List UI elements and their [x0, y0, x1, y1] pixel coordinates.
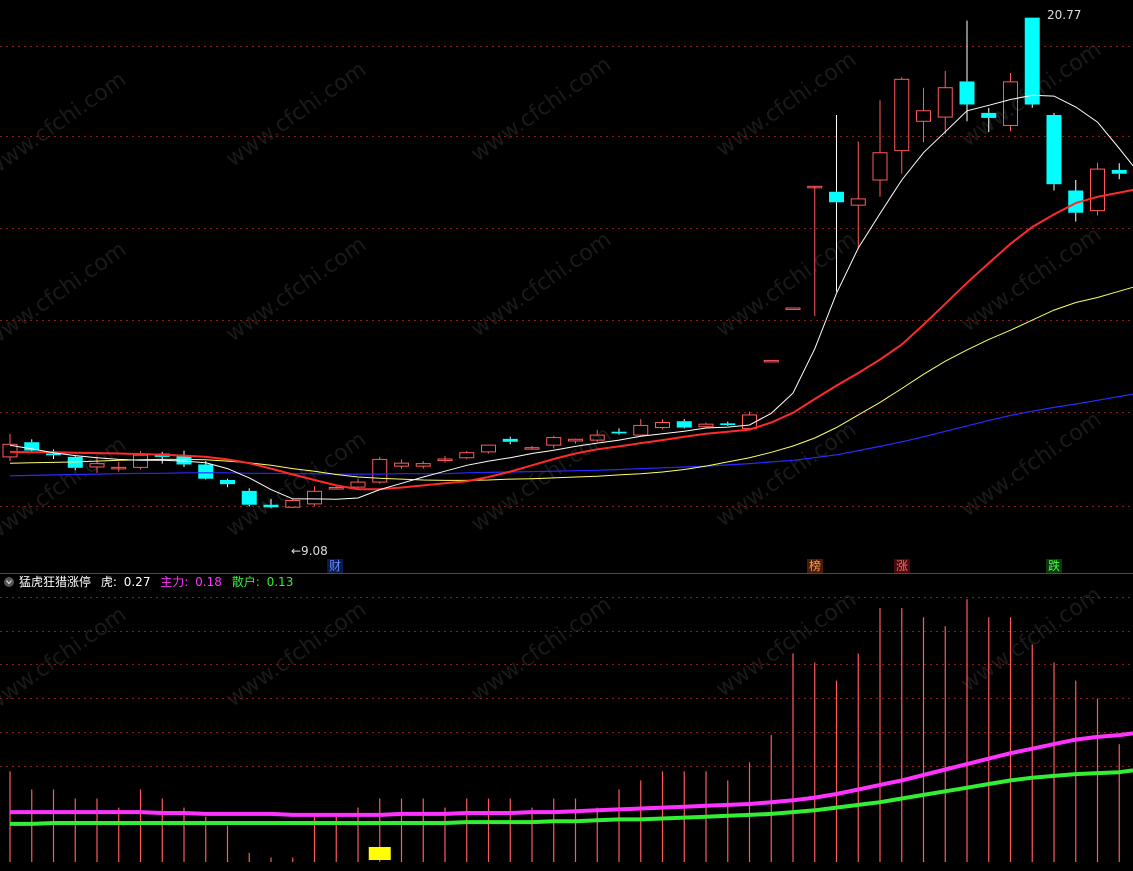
svg-text:榜: 榜: [809, 558, 821, 573]
candle: [1111, 163, 1127, 180]
watermark-text: www.cfchi.com: [957, 222, 1106, 337]
collapse-icon[interactable]: [4, 577, 14, 587]
candle: [611, 428, 627, 435]
candle: [372, 456, 388, 484]
candle: [959, 20, 975, 122]
tiger-name: 虎: [101, 575, 113, 589]
svg-text:财: 财: [329, 559, 341, 573]
watermark-text: www.cfchi.com: [467, 592, 616, 707]
candle: [850, 141, 866, 250]
candle: [415, 461, 431, 469]
candle: [1090, 162, 1105, 216]
candle: [502, 436, 518, 445]
candle: [829, 114, 844, 292]
candle: [46, 449, 61, 459]
indicator-name: 猛虎狂猎涨停: [19, 574, 91, 589]
candle: [676, 419, 692, 429]
candlestick-panel: [2, 17, 1127, 509]
candle: [546, 435, 562, 449]
main-value: 0.18: [195, 575, 222, 589]
candle: [394, 459, 409, 469]
candle: [524, 445, 540, 450]
ma-yellow-line: [9, 286, 1133, 481]
candle: [437, 456, 453, 463]
candle: [633, 419, 649, 436]
candle: [981, 107, 997, 133]
watermark-text: www.cfchi.com: [467, 227, 616, 342]
candle: [916, 87, 931, 143]
retail-line: [10, 768, 1133, 826]
tiger-value: 0.27: [124, 575, 151, 589]
watermark-text: www.cfchi.com: [222, 427, 371, 542]
watermark-text: www.cfchi.com: [222, 232, 371, 347]
watermark-text: www.cfchi.com: [712, 587, 861, 702]
candle: [1046, 112, 1062, 191]
grid-lines: [0, 46, 1133, 767]
candle: [1024, 17, 1040, 108]
candle: [698, 422, 714, 428]
watermark-text: www.cfchi.com: [467, 52, 616, 167]
watermark-text: www.cfchi.com: [957, 407, 1106, 522]
candle: [568, 438, 583, 444]
candle: [589, 429, 605, 442]
watermark-text: www.cfchi.com: [712, 417, 861, 532]
watermark-text: www.cfchi.com: [222, 57, 371, 172]
svg-text:跌: 跌: [1048, 558, 1060, 573]
signal-highlight: [368, 847, 391, 860]
watermark-text: www.cfchi.com: [0, 67, 131, 182]
candle: [2, 433, 18, 462]
candle: [220, 478, 235, 488]
candle: [481, 444, 496, 454]
candle: [459, 451, 475, 460]
candle: [655, 419, 670, 430]
main-name: 主力: [160, 575, 184, 589]
ma-white-line: [9, 94, 1133, 500]
candle: [720, 421, 736, 426]
retail-value: 0.13: [267, 575, 294, 589]
candle: [872, 100, 888, 197]
watermark-text: www.cfchi.com: [222, 597, 371, 712]
candle: [307, 486, 322, 507]
retail-name: 散户: [232, 574, 256, 589]
marker-bang: 榜: [807, 558, 823, 573]
candle: [785, 307, 801, 310]
candle: [350, 478, 366, 489]
watermark-text: www.cfchi.com: [0, 432, 131, 547]
svg-text:涨: 涨: [896, 558, 908, 573]
candle: [328, 486, 344, 490]
candle: [763, 359, 779, 363]
high-price-label: 20.77: [1047, 8, 1081, 22]
low-price-label: ←9.08: [291, 544, 328, 558]
watermark-text: www.cfchi.com: [0, 237, 131, 352]
watermark-text: www.cfchi.com: [712, 47, 861, 162]
marker-die: 跌: [1046, 558, 1062, 573]
candle: [263, 498, 279, 509]
candle: [241, 488, 257, 507]
watermark-layer: www.cfchi.com www.cfchi.com www.cfchi.com w…: [0, 37, 1106, 717]
svg-text:猛虎狂猎涨停 虎: 0.27: 猛虎狂猎涨停 虎: 0.27 主力: 0.18 散户: 0.13: [19, 574, 293, 589]
watermark-text: www.cfchi.com: [712, 227, 861, 342]
candle: [894, 77, 910, 174]
candle: [1068, 180, 1084, 222]
moving-averages: [9, 94, 1133, 500]
candle: [937, 70, 953, 134]
indicator-panel: [9, 599, 1133, 862]
candle: [1003, 73, 1018, 132]
watermark-text: www.cfchi.com: [957, 582, 1106, 697]
watermark-text: www.cfchi.com: [0, 602, 131, 717]
candle: [807, 185, 823, 316]
ma-red-line: [9, 188, 1133, 491]
marker-zhang: 涨: [894, 558, 910, 573]
main-force-line: [10, 731, 1133, 817]
marker-cai: 财: [327, 559, 343, 573]
candle: [176, 450, 192, 467]
ma-blue-line: [9, 393, 1133, 477]
indicator-header: 猛虎狂猎涨停 虎: 0.27 主力: 0.18 散户: 0.13: [4, 574, 293, 589]
candle: [111, 461, 127, 472]
